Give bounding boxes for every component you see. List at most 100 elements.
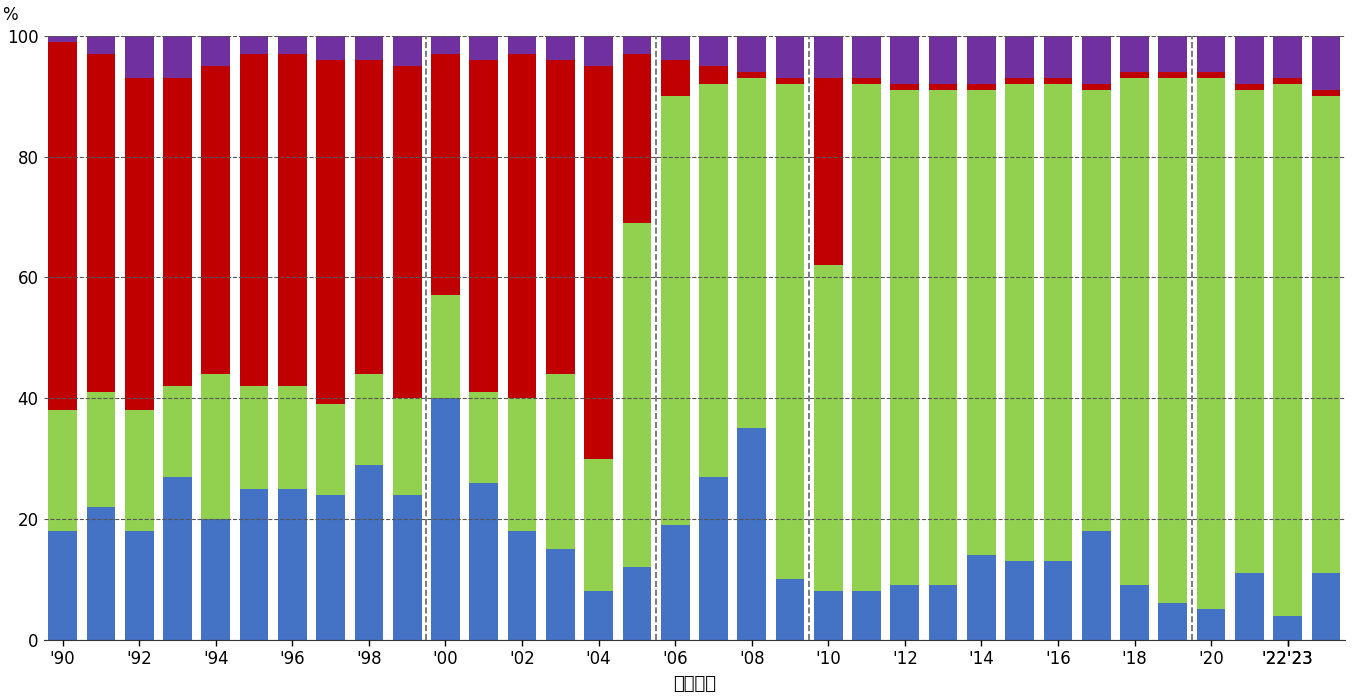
Bar [279,489,307,640]
Bar [661,525,690,640]
Bar [393,398,422,495]
Bar [1006,36,1034,78]
Bar [1274,36,1302,78]
Bar [661,96,690,525]
Bar [967,555,995,640]
Bar [967,36,995,84]
Bar [1082,84,1110,90]
Bar [1044,36,1072,78]
Bar [316,495,345,640]
Bar [814,265,842,592]
Bar [431,295,460,398]
Bar [1121,78,1149,585]
Bar [1311,90,1340,96]
Bar [929,585,957,640]
Bar [239,386,269,489]
Bar [316,404,345,495]
Bar [469,36,498,60]
Bar [1274,78,1302,84]
Bar [431,36,460,54]
Bar [1121,585,1149,640]
Bar [584,66,612,459]
Bar [164,477,192,640]
Bar [87,392,115,507]
Bar [891,585,919,640]
Bar [124,78,154,410]
Bar [1006,561,1034,640]
Bar [1311,36,1340,90]
Bar [1044,78,1072,84]
Bar [814,592,842,640]
Bar [1006,84,1034,561]
Bar [239,489,269,640]
Bar [201,36,230,66]
Bar [1082,90,1110,531]
Bar [201,66,230,374]
Bar [737,78,767,428]
Bar [1121,72,1149,78]
Bar [1082,36,1110,84]
Bar [393,66,422,398]
Bar [852,592,882,640]
Bar [507,531,537,640]
Bar [279,36,307,54]
Bar [1234,84,1264,90]
Bar [699,477,727,640]
Bar [1197,72,1225,78]
Bar [354,374,383,465]
Bar [1159,78,1187,603]
Bar [1197,78,1225,610]
Bar [164,36,192,78]
Bar [661,60,690,96]
Bar [1311,96,1340,573]
Bar [1274,84,1302,615]
Bar [393,36,422,66]
Bar [164,78,192,386]
Bar [1197,36,1225,72]
Bar [1044,561,1072,640]
Bar [87,36,115,54]
Bar [737,428,767,640]
Bar [1159,72,1187,78]
Bar [852,84,882,592]
Bar [49,531,77,640]
Bar [354,36,383,60]
Bar [622,223,652,567]
Bar [622,567,652,640]
Bar [929,90,957,585]
Bar [737,72,767,78]
Bar [1311,573,1340,640]
Bar [316,60,345,404]
Bar [584,592,612,640]
Bar [279,386,307,489]
Bar [891,84,919,90]
Bar [49,42,77,410]
Bar [622,36,652,54]
Bar [507,36,537,54]
Bar [776,84,804,580]
Bar [87,507,115,640]
Bar [546,60,575,374]
Bar [49,410,77,531]
Bar [546,374,575,549]
Bar [929,36,957,84]
Text: %: % [1,6,18,24]
Bar [431,398,460,640]
Bar [469,392,498,483]
Bar [891,90,919,585]
Bar [124,410,154,531]
Bar [507,54,537,398]
Bar [891,36,919,84]
Bar [1234,90,1264,573]
Bar [546,549,575,640]
Bar [279,54,307,386]
Bar [354,60,383,374]
Bar [239,54,269,386]
Bar [1159,36,1187,72]
Bar [776,78,804,84]
Bar [1121,36,1149,72]
Bar [354,465,383,640]
Bar [622,54,652,223]
Bar [201,519,230,640]
Bar [699,66,727,84]
